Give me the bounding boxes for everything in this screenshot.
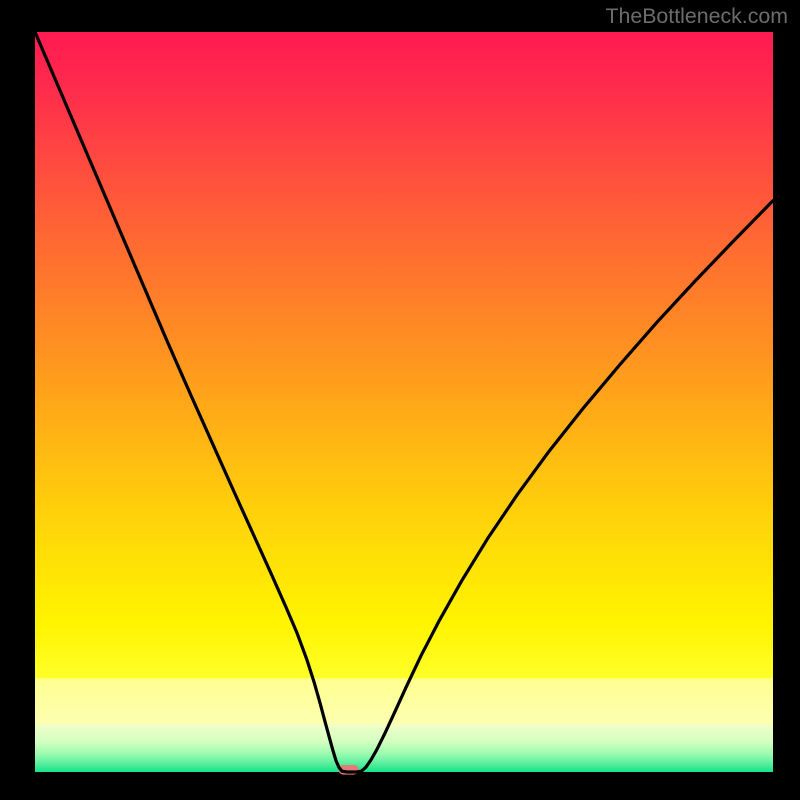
chart-stage: TheBottleneck.com [0, 0, 800, 800]
bottleneck-chart-svg [0, 0, 800, 800]
plot-background-gradient [35, 32, 773, 772]
